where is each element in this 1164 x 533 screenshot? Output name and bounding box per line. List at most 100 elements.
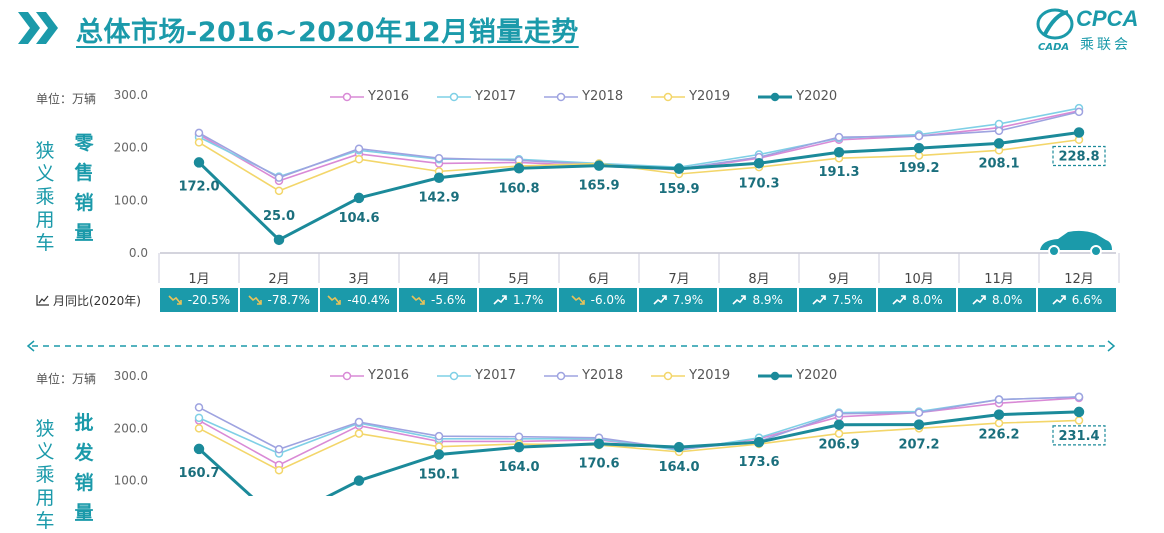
data-point-Y2020 [753,436,765,448]
series-line-Y2020 [197,410,1080,496]
legend-label: Y2019 [689,89,731,104]
data-point-Y2016 [594,435,604,445]
data-point-Y2018 [594,160,604,169]
chart-retail: 0.0 100.0 200.0 300.0 172.0 25.0 104.6 142.9 160… [114,88,1120,496]
data-point-Y2018 [514,156,524,165]
yoy-cell: 8.9% [718,288,797,312]
data-point-Y2018 [754,152,764,162]
yoy-value: 1.7% [512,293,544,307]
trend-down-icon [168,295,182,305]
data-point-Y2017 [274,449,284,458]
data-label: 25.0 [263,209,295,224]
data-point-Y2016 [914,408,924,417]
data-point-Y2020 [913,142,925,154]
data-point-Y2017 [434,155,444,164]
data-point-Y2020 [753,158,765,169]
data-point-Y2019 [754,162,764,172]
data-label: 104.6 [338,211,379,226]
data-point-Y2019 [514,439,524,449]
data-label: 164.0 [498,460,539,475]
data-point-Y2019 [274,465,284,475]
cpca-logo: CADA CPCA 乘联会 [1030,4,1158,54]
data-point-Y2020 [833,146,845,158]
month-label: 8月 [748,272,770,287]
legend-label: Y2017 [475,89,517,104]
data-point-Y2017 [834,408,844,417]
data-point-Y2016 [674,165,684,175]
chart-group-0: 0.0 100.0 200.0 300.0 172.0 25.0 104.6 142.9 160… [114,88,1120,283]
legend-label: Y2016 [368,89,410,104]
data-point-Y2018 [514,432,524,441]
data-point-Y2018 [594,433,604,443]
data-point-Y2018 [1074,392,1084,402]
legend-marker-icon [758,371,793,380]
month-label: 11月 [984,272,1014,287]
data-point-Y2020 [993,409,1005,420]
month-label: 5月 [508,272,530,287]
car-wheel [1090,245,1102,257]
data-point-Y2017 [914,130,924,139]
data-point-Y2017 [834,133,844,143]
metric-label-bottom: 批发销量 [74,412,94,524]
data-point-Y2016 [354,421,364,430]
y-tick-label: 100.0 [114,474,148,488]
data-label: 170.3 [738,176,779,191]
y-tick-label: 200.0 [114,421,148,435]
month-label: 12月 [1064,272,1094,287]
data-point-Y2019 [674,169,684,179]
data-point-Y2018 [274,173,284,182]
legend-bottom: Y2016 Y2017 Y2018 Y2019 Y2020 [330,368,865,383]
yoy-value: -20.5% [187,293,231,307]
data-point-Y2019 [834,429,844,438]
data-point-Y2020 [353,192,365,204]
series-line-Y2017 [198,396,1080,455]
data-point-Y2020 [673,163,685,175]
yoy-value: 8.0% [912,293,943,307]
yoy-cell: -6.0% [559,288,637,312]
title-bar: 总体市场-2016~2020年12月销量走势 CADA CPCA 乘联会 [0,0,1164,58]
yoy-value: -6.0% [590,293,626,307]
yoy-cell: 6.6% [1038,288,1116,312]
data-point-Y2020 [833,419,845,430]
data-point-Y2017 [754,150,764,159]
data-point-Y2019 [994,146,1004,155]
data-point-Y2019 [194,138,204,147]
section-divider [26,340,1116,352]
y-tick-label: 200.0 [114,141,148,155]
yoy-cell: 7.9% [638,288,717,312]
data-label: 208.1 [978,156,1019,171]
month-label: 2月 [268,272,290,287]
data-label: 170.6 [578,457,619,472]
data-point-Y2020 [993,138,1005,149]
car-icon [1040,230,1112,257]
data-point-Y2019 [754,439,764,449]
data-label: 206.9 [818,438,859,453]
data-point-Y2019 [434,167,444,176]
data-point-Y2017 [274,172,284,181]
data-point-Y2018 [274,445,284,454]
logo-subtext: 乘联会 [1080,37,1131,53]
data-point-Y2018 [1074,107,1084,117]
trend-down-icon [327,295,342,305]
legend-marker-icon [330,92,364,101]
chart-group-1: 0.0100.0200.0300.0160.722.3150.1164.0170… [114,369,1106,496]
legend-item: Y2016 [330,368,409,383]
yoy-row: -20.5% -78.7% -40.4% -5.6% 1.7% -6.0% 7.9% 8.9%… [160,288,1116,312]
car-body [1040,230,1112,250]
trend-up-icon [493,295,507,305]
legend-item: Y2018 [544,89,623,104]
legend-item: Y2019 [651,89,730,104]
data-point-Y2019 [1074,135,1084,145]
data-point-Y2019 [914,424,924,433]
data-point-Y2019 [1074,416,1084,425]
data-point-Y2019 [514,161,524,171]
data-point-Y2018 [914,408,924,417]
data-point-Y2016 [594,161,604,171]
trend-up-icon [1052,295,1066,305]
data-point-Y2020 [513,163,525,174]
data-point-Y2018 [914,131,924,141]
yoy-value: -78.7% [267,293,310,307]
data-point-Y2018 [754,437,764,446]
legend-marker-icon [651,92,686,101]
data-label: 160.7 [178,466,219,481]
